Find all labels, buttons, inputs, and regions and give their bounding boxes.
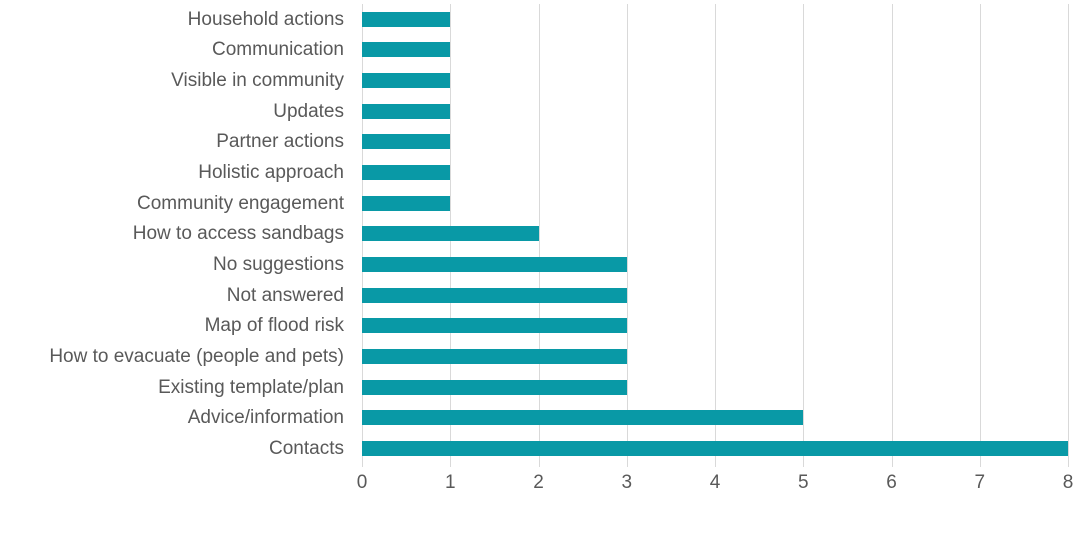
category-label: Contacts: [269, 438, 344, 460]
bar: [362, 287, 627, 303]
grid-line: [626, 4, 628, 467]
bar: [362, 42, 451, 58]
category-label: Household actions: [187, 8, 344, 30]
y-axis-labels: Household actions Communication Visible in…: [0, 4, 362, 464]
bar: [362, 134, 451, 150]
x-tick-label: 1: [444, 472, 456, 493]
bar-series: [362, 4, 1068, 464]
bar-row: [362, 157, 1068, 188]
category-label: Existing template/plan: [158, 376, 344, 398]
x-tick-label: 5: [797, 472, 809, 493]
grid-line: [979, 4, 981, 467]
x-tick-label: 0: [356, 472, 368, 493]
chart-body: Household actions Communication Visible in…: [0, 4, 1069, 467]
bar: [362, 195, 451, 211]
category-label: How to evacuate (people and pets): [49, 346, 344, 368]
x-tick-label: 3: [621, 472, 633, 493]
bar: [362, 103, 451, 119]
x-axis: 0 1 2 3 4 5 6 7 8: [357, 472, 1074, 503]
x-tick-label: 8: [1062, 472, 1074, 493]
x-tick-label: 7: [974, 472, 986, 493]
bar-row: [362, 372, 1068, 403]
category-label: How to access sandbags: [132, 223, 344, 245]
x-tick-label: 4: [709, 472, 721, 493]
bar: [362, 441, 1068, 457]
bar-row: [362, 219, 1068, 250]
bar: [362, 318, 627, 334]
bar: [362, 73, 451, 89]
grid-line: [803, 4, 805, 467]
bar-row: [362, 35, 1068, 66]
grid-line: [891, 4, 893, 467]
bar-row: [362, 341, 1068, 372]
bar-row: [362, 4, 1068, 35]
category-label: Partner actions: [216, 131, 344, 153]
bar: [362, 349, 627, 365]
grid-line: [1068, 4, 1069, 467]
bar-row: [362, 280, 1068, 311]
grid-line: [538, 4, 540, 467]
bar-row: [362, 96, 1068, 127]
bar-row: [362, 188, 1068, 219]
grid-line: [715, 4, 716, 467]
category-label: Visible in community: [171, 70, 344, 92]
plot-area: [362, 4, 1069, 467]
bar-row: [362, 403, 1068, 434]
category-label: Advice/information: [187, 407, 344, 429]
category-label: Not answered: [226, 284, 344, 306]
category-label: Community engagement: [137, 192, 344, 214]
bar: [362, 410, 804, 426]
category-label: Updates: [273, 100, 344, 122]
category-label: Holistic approach: [198, 162, 344, 184]
bar-row: [362, 127, 1068, 158]
category-label: Map of flood risk: [204, 315, 344, 337]
bar: [362, 257, 627, 273]
bar: [362, 165, 451, 181]
x-tick-label: 2: [533, 472, 544, 493]
category-label: Communication: [212, 39, 344, 61]
category-label: No suggestions: [213, 254, 344, 276]
bar-row: [362, 311, 1068, 342]
bar-row: [362, 65, 1068, 96]
bar: [362, 11, 451, 27]
x-tick-label: 6: [886, 472, 897, 493]
horizontal-bar-chart: Household actions Communication Visible in…: [0, 4, 1074, 503]
bar-row: [362, 433, 1068, 464]
bar: [362, 379, 627, 395]
bar-row: [362, 249, 1068, 280]
bar: [362, 226, 539, 242]
